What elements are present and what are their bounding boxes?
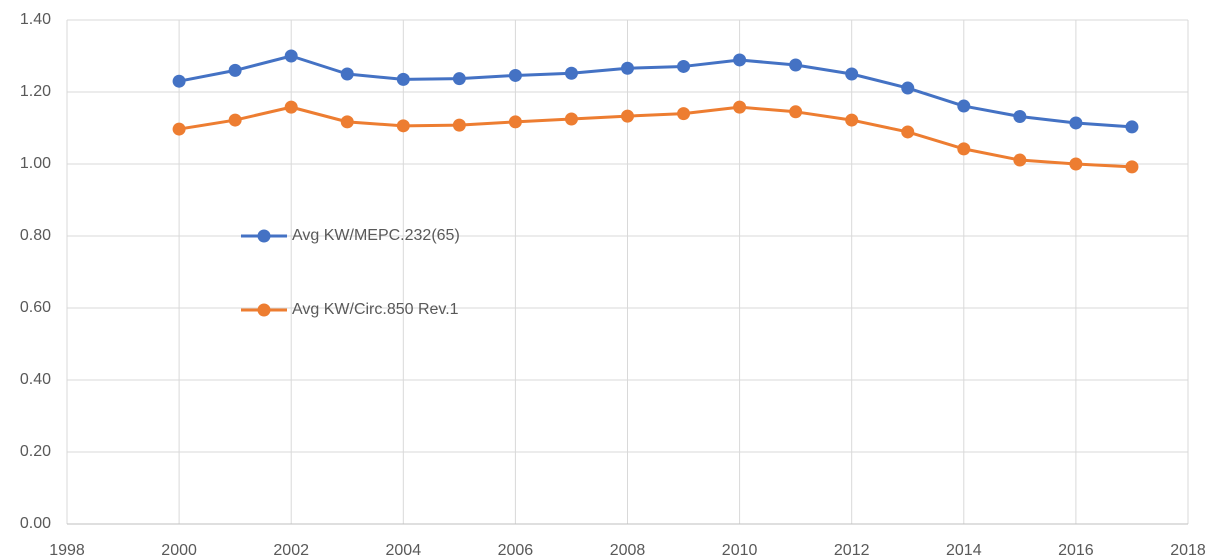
data-point: [564, 66, 578, 80]
x-tick-label: 2008: [610, 542, 646, 559]
data-point: [396, 119, 410, 133]
data-point: [396, 72, 410, 86]
data-point: [340, 115, 354, 129]
legend-label: Avg KW/MEPC.232(65): [292, 227, 460, 244]
y-tick-label: 0.40: [20, 371, 51, 388]
x-tick-label: 2006: [498, 542, 534, 559]
data-point: [284, 100, 298, 114]
data-point: [228, 63, 242, 77]
data-point: [901, 81, 915, 95]
y-tick-label: 0.00: [20, 515, 51, 532]
data-point: [1125, 160, 1139, 174]
x-tick-label: 2004: [386, 542, 422, 559]
x-tick-label: 2002: [273, 542, 309, 559]
x-tick-label: 1998: [49, 542, 85, 559]
data-point: [564, 112, 578, 126]
x-tick-label: 2012: [834, 542, 870, 559]
data-point: [957, 99, 971, 113]
data-point: [621, 109, 634, 123]
data-point: [957, 142, 971, 156]
x-tick-label: 2014: [946, 542, 982, 559]
y-tick-label: 1.00: [20, 155, 51, 172]
legend-marker: [257, 303, 271, 317]
data-point: [677, 59, 691, 73]
data-point: [733, 100, 747, 114]
data-point: [1013, 153, 1027, 167]
data-point: [452, 118, 466, 132]
data-point: [1069, 116, 1083, 130]
data-point: [172, 74, 186, 88]
x-tick-label: 2000: [161, 542, 197, 559]
data-point: [508, 115, 522, 129]
data-point: [340, 67, 354, 81]
y-tick-label: 1.20: [20, 83, 51, 100]
data-point: [228, 113, 242, 127]
data-point: [733, 53, 747, 67]
data-point: [1125, 120, 1139, 134]
series-line: [178, 54, 1133, 129]
y-tick-label: 0.20: [20, 443, 51, 460]
data-point: [621, 61, 634, 75]
data-point: [284, 49, 298, 63]
y-tick-label: 0.80: [20, 227, 51, 244]
data-point: [677, 107, 691, 121]
data-point: [508, 68, 522, 82]
data-point: [452, 72, 466, 86]
data-point: [1013, 109, 1027, 123]
y-tick-label: 1.40: [20, 11, 51, 28]
data-point: [845, 113, 859, 127]
data-point: [789, 58, 803, 72]
legend-marker: [257, 229, 271, 243]
y-tick-label: 0.60: [20, 299, 51, 316]
data-point: [789, 105, 803, 119]
series-line: [178, 105, 1133, 169]
data-point: [845, 67, 859, 81]
legend-label: Avg KW/Circ.850 Rev.1: [292, 301, 459, 318]
data-point: [1069, 157, 1083, 171]
data-point: [901, 125, 915, 139]
x-tick-label: 2010: [722, 542, 758, 559]
x-tick-label: 2016: [1058, 542, 1094, 559]
data-point: [172, 122, 186, 136]
x-tick-label: 2018: [1170, 542, 1206, 559]
